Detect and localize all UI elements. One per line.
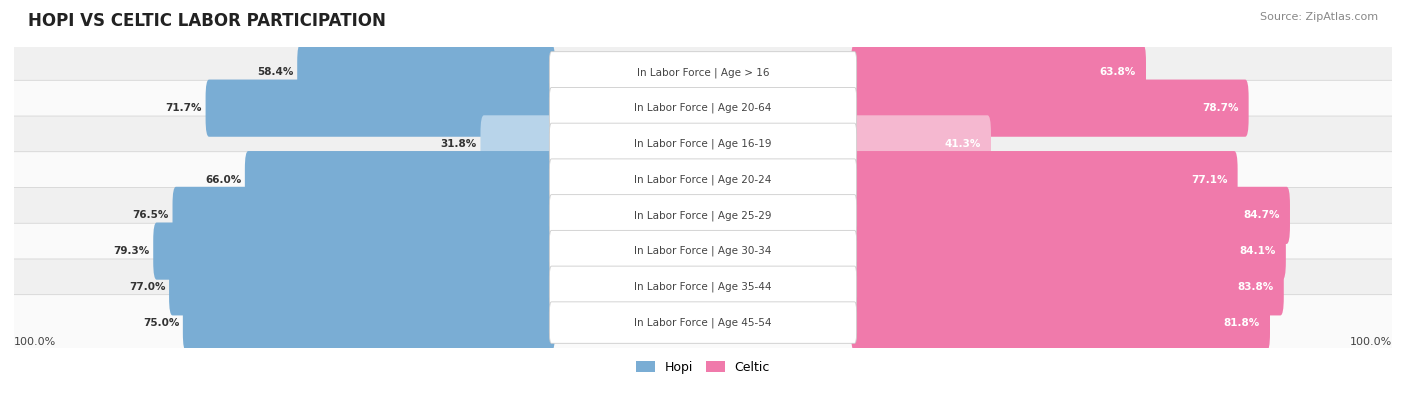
Text: In Labor Force | Age 20-24: In Labor Force | Age 20-24	[634, 174, 772, 185]
Text: 84.7%: 84.7%	[1243, 211, 1279, 220]
Text: 41.3%: 41.3%	[945, 139, 980, 149]
FancyBboxPatch shape	[13, 295, 1393, 350]
FancyBboxPatch shape	[851, 44, 1146, 101]
FancyBboxPatch shape	[13, 259, 1393, 315]
Text: 58.4%: 58.4%	[257, 68, 294, 77]
Text: 76.5%: 76.5%	[132, 211, 169, 220]
FancyBboxPatch shape	[550, 123, 856, 165]
Text: 78.7%: 78.7%	[1202, 103, 1239, 113]
FancyBboxPatch shape	[13, 188, 1393, 243]
Text: 84.1%: 84.1%	[1239, 246, 1275, 256]
FancyBboxPatch shape	[851, 222, 1286, 280]
FancyBboxPatch shape	[550, 87, 856, 129]
Text: 79.3%: 79.3%	[114, 246, 150, 256]
Text: 75.0%: 75.0%	[143, 318, 180, 327]
Text: 83.8%: 83.8%	[1237, 282, 1274, 292]
FancyBboxPatch shape	[851, 294, 1270, 351]
Text: In Labor Force | Age 16-19: In Labor Force | Age 16-19	[634, 139, 772, 149]
FancyBboxPatch shape	[13, 116, 1393, 172]
FancyBboxPatch shape	[550, 302, 856, 343]
FancyBboxPatch shape	[550, 195, 856, 236]
Text: 66.0%: 66.0%	[205, 175, 242, 184]
FancyBboxPatch shape	[173, 187, 555, 244]
Text: 77.1%: 77.1%	[1191, 175, 1227, 184]
Text: 31.8%: 31.8%	[440, 139, 477, 149]
Text: In Labor Force | Age 20-64: In Labor Force | Age 20-64	[634, 103, 772, 113]
FancyBboxPatch shape	[13, 223, 1393, 279]
FancyBboxPatch shape	[183, 294, 555, 351]
FancyBboxPatch shape	[851, 115, 991, 173]
FancyBboxPatch shape	[550, 159, 856, 200]
Text: In Labor Force | Age > 16: In Labor Force | Age > 16	[637, 67, 769, 78]
FancyBboxPatch shape	[13, 80, 1393, 136]
FancyBboxPatch shape	[851, 79, 1249, 137]
Text: 77.0%: 77.0%	[129, 282, 166, 292]
Text: 100.0%: 100.0%	[1350, 337, 1392, 347]
FancyBboxPatch shape	[205, 79, 555, 137]
FancyBboxPatch shape	[297, 44, 555, 101]
FancyBboxPatch shape	[245, 151, 555, 208]
Text: HOPI VS CELTIC LABOR PARTICIPATION: HOPI VS CELTIC LABOR PARTICIPATION	[28, 12, 387, 30]
Text: In Labor Force | Age 45-54: In Labor Force | Age 45-54	[634, 317, 772, 328]
FancyBboxPatch shape	[169, 258, 555, 316]
FancyBboxPatch shape	[851, 258, 1284, 316]
Text: 100.0%: 100.0%	[14, 337, 56, 347]
FancyBboxPatch shape	[13, 45, 1393, 100]
Text: Source: ZipAtlas.com: Source: ZipAtlas.com	[1260, 12, 1378, 22]
Text: In Labor Force | Age 30-34: In Labor Force | Age 30-34	[634, 246, 772, 256]
FancyBboxPatch shape	[550, 266, 856, 308]
Legend: Hopi, Celtic: Hopi, Celtic	[633, 357, 773, 377]
FancyBboxPatch shape	[851, 187, 1289, 244]
Text: 63.8%: 63.8%	[1099, 68, 1136, 77]
FancyBboxPatch shape	[550, 230, 856, 272]
Text: In Labor Force | Age 35-44: In Labor Force | Age 35-44	[634, 282, 772, 292]
Text: 71.7%: 71.7%	[166, 103, 202, 113]
FancyBboxPatch shape	[550, 52, 856, 93]
FancyBboxPatch shape	[481, 115, 555, 173]
Text: In Labor Force | Age 25-29: In Labor Force | Age 25-29	[634, 210, 772, 221]
FancyBboxPatch shape	[13, 152, 1393, 207]
FancyBboxPatch shape	[153, 222, 555, 280]
FancyBboxPatch shape	[851, 151, 1237, 208]
Text: 81.8%: 81.8%	[1223, 318, 1260, 327]
